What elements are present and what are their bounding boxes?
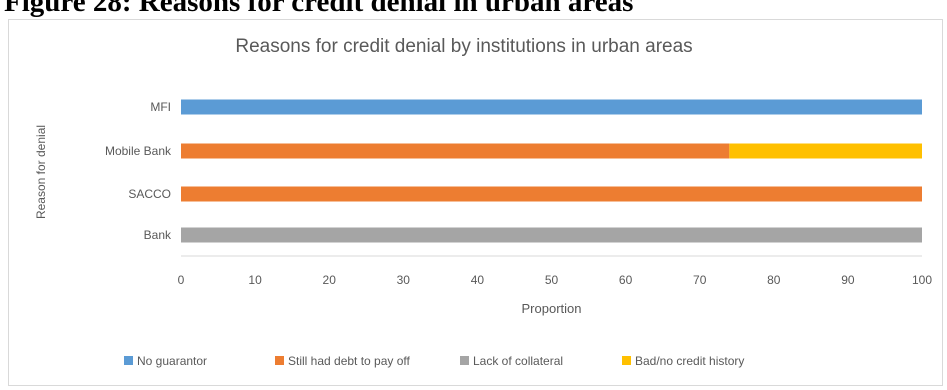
x-tick-label: 50 — [545, 273, 559, 287]
x-tick-label: 70 — [693, 273, 707, 287]
bar-segment — [181, 227, 922, 243]
y-category-label: Bank — [144, 228, 172, 242]
bar-segment — [181, 186, 922, 202]
x-axis-title: Proportion — [522, 301, 582, 316]
bar-segment — [181, 99, 922, 115]
legend-label: Lack of collateral — [473, 354, 563, 368]
legend-swatch — [124, 356, 133, 365]
y-category-label: MFI — [150, 100, 171, 114]
y-category-label: SACCO — [128, 187, 171, 201]
legend-swatch — [460, 356, 469, 365]
x-tick-label: 40 — [471, 273, 485, 287]
legend-label: Still had debt to pay off — [288, 354, 411, 368]
chart-area — [8, 19, 943, 386]
x-tick-label: 10 — [248, 273, 262, 287]
bar-segment — [729, 143, 922, 159]
legend-label: Bad/no credit history — [635, 354, 744, 368]
legend-swatch — [622, 356, 631, 365]
legend-swatch — [275, 356, 284, 365]
x-tick-label: 90 — [841, 273, 855, 287]
y-axis-title: Reason for denial — [34, 125, 48, 219]
legend-label: No guarantor — [137, 354, 207, 368]
y-category-label: Mobile Bank — [105, 144, 172, 158]
x-tick-label: 30 — [397, 273, 411, 287]
x-tick-label: 60 — [619, 273, 633, 287]
x-tick-label: 100 — [912, 273, 932, 287]
x-tick-label: 20 — [323, 273, 337, 287]
chart-title: Reasons for credit denial by institution… — [235, 36, 692, 57]
x-tick-label: 80 — [767, 273, 781, 287]
bar-segment — [181, 143, 730, 159]
x-tick-label: 0 — [178, 273, 185, 287]
figure-caption: Figure 28: Reasons for credit denial in … — [4, 0, 634, 18]
